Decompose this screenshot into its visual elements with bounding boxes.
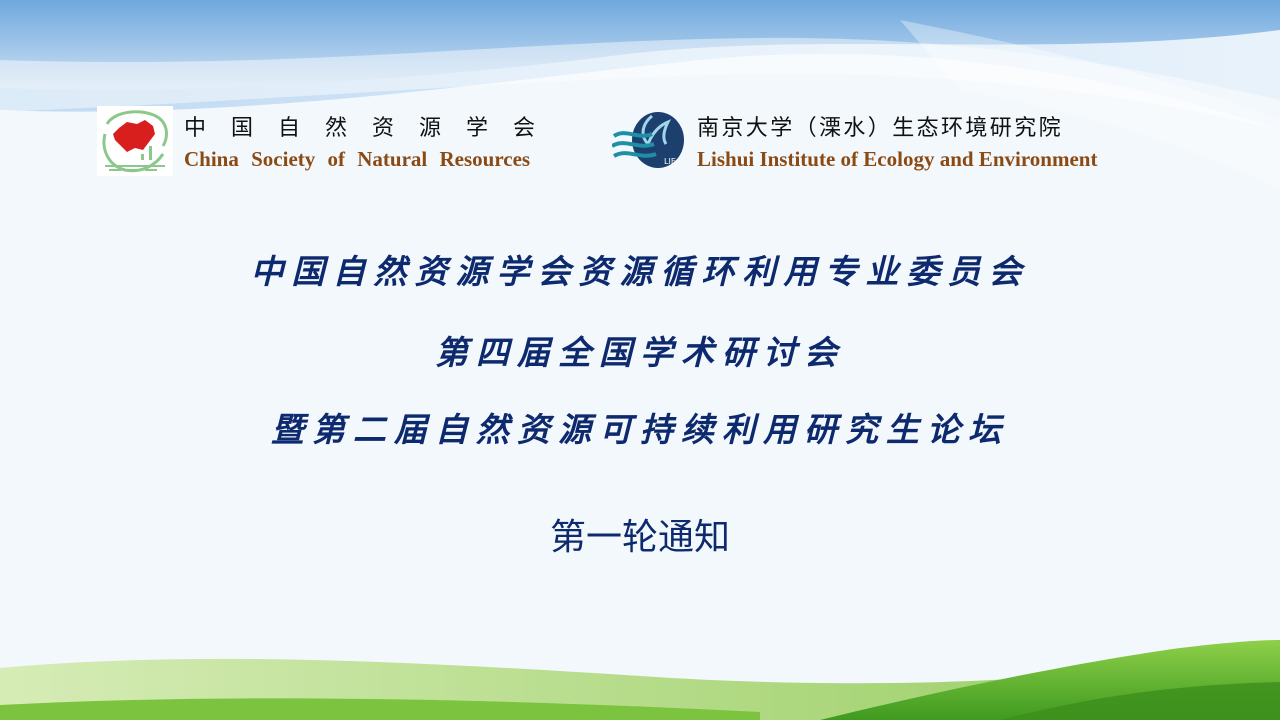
china-map-logo-icon bbox=[102, 110, 168, 173]
china-society-logo bbox=[97, 106, 173, 176]
notice-heading: 第一轮通知 bbox=[549, 517, 730, 558]
lishui-institute-logo: LIE bbox=[612, 110, 686, 172]
org2-name-en: Lishui Institute of Ecology and Environm… bbox=[697, 147, 1098, 171]
sky-band-front bbox=[0, 0, 1280, 90]
org1-name-en: China Society of Natural Resources bbox=[184, 147, 531, 171]
lishui-wave-logo-icon: LIE bbox=[612, 112, 684, 168]
sky-band-light bbox=[0, 37, 1280, 131]
title-line-3: 暨第二届自然资源可持续利用研究生论坛 bbox=[271, 410, 1009, 449]
lishui-logo-text: LIE bbox=[664, 157, 676, 166]
title-line-1: 中国自然资源学会资源循环利用专业委员会 bbox=[250, 252, 1030, 291]
title-line-2: 第四届全国学术研讨会 bbox=[435, 333, 845, 372]
org2-name-zh: 南京大学（溧水）生态环境研究院 bbox=[697, 116, 1064, 141]
grass-hill-mid bbox=[0, 698, 760, 720]
org1-name-zh: 中国自然资源学会 bbox=[184, 116, 561, 141]
grass-hill-shade bbox=[1000, 682, 1280, 720]
sky-band-fade bbox=[900, 20, 1280, 190]
